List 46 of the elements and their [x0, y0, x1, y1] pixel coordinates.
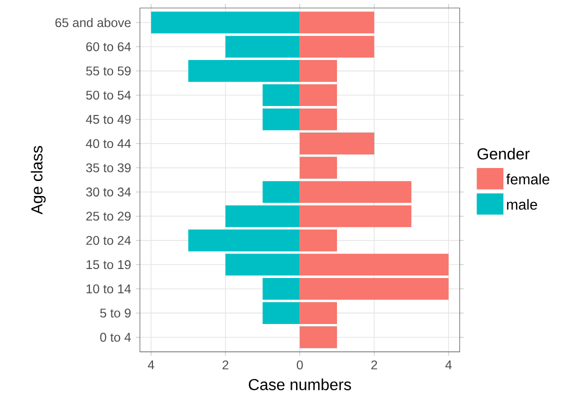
y-tick-label: 60 to 64 — [86, 42, 131, 52]
bar — [300, 60, 338, 82]
bar — [300, 12, 374, 34]
x-tick-label: 2 — [222, 360, 228, 370]
y-tick-label: 65 and above — [55, 18, 131, 28]
bar — [300, 181, 412, 203]
bar — [300, 229, 338, 252]
y-tick-label: 0 to 4 — [100, 332, 131, 342]
bar — [262, 84, 300, 106]
legend-label: female — [506, 174, 550, 184]
bar — [262, 181, 300, 203]
bar — [300, 108, 338, 130]
x-tick-label: 2 — [371, 360, 378, 370]
y-tick-label: 45 to 49 — [86, 114, 131, 124]
bar — [300, 302, 338, 324]
bar — [188, 229, 300, 252]
bar — [225, 254, 300, 276]
bar — [225, 36, 300, 58]
x-tick-label: 4 — [148, 360, 154, 370]
bar — [188, 60, 300, 82]
y-tick-label: 20 to 24 — [86, 236, 131, 245]
bar — [262, 302, 300, 324]
x-axis-title: Case numbers — [248, 378, 352, 390]
bar — [225, 205, 300, 228]
y-tick-label: 50 to 54 — [86, 90, 131, 100]
y-tick-label: 55 to 59 — [86, 66, 131, 76]
x-tick-label: 0 — [296, 360, 303, 370]
bar — [300, 205, 412, 228]
x-tick-label: 4 — [445, 360, 452, 370]
bar — [300, 254, 449, 276]
bar — [262, 108, 300, 130]
y-tick-label: 40 to 44 — [86, 139, 131, 148]
y-axis-title: Age class — [30, 146, 46, 214]
y-tick-label: 35 to 39 — [86, 163, 131, 172]
bar — [300, 278, 449, 300]
bar — [300, 36, 374, 58]
y-tick-label: 30 to 34 — [86, 187, 131, 196]
y-tick-label: 10 to 14 — [86, 284, 131, 294]
legend-title: Gender — [478, 148, 530, 160]
legend-label: male — [507, 198, 538, 210]
bar — [300, 84, 338, 106]
bar — [151, 12, 300, 34]
y-tick-label: 25 to 29 — [86, 212, 131, 221]
y-tick-label: 5 to 9 — [100, 308, 131, 318]
y-tick-label: 15 to 19 — [86, 260, 131, 270]
bar — [262, 278, 300, 300]
